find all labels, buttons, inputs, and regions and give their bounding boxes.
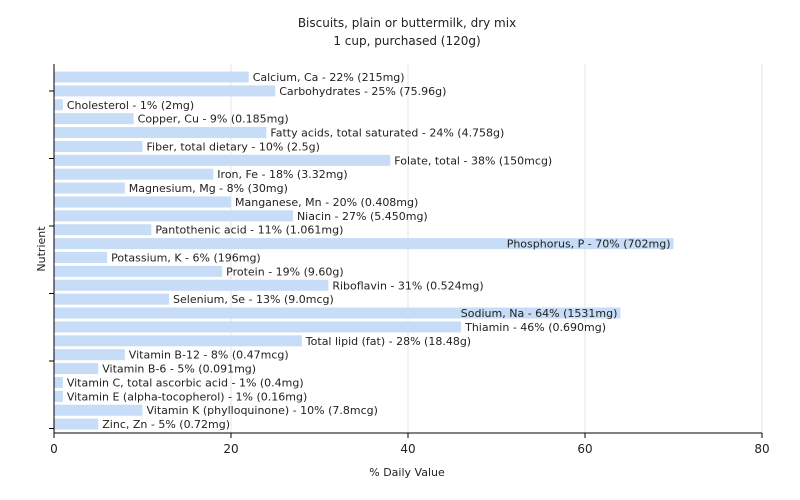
x-tick-label: 0 xyxy=(50,442,58,456)
bar xyxy=(54,376,63,388)
bar-label: Vitamin C, total ascorbic acid - 1% (0.4… xyxy=(67,376,304,389)
bar-label: Protein - 19% (9.60g) xyxy=(226,265,344,278)
bar xyxy=(54,238,674,250)
bar-label: Vitamin B-6 - 5% (0.091mg) xyxy=(102,363,256,376)
bar xyxy=(54,168,214,180)
bar xyxy=(54,335,302,347)
bar-label: Zinc, Zn - 5% (0.72mg) xyxy=(102,418,230,431)
bar-label: Riboflavin - 31% (0.524mg) xyxy=(332,279,483,292)
bar xyxy=(54,390,63,402)
bar-label: Magnesium, Mg - 8% (30mg) xyxy=(129,182,288,195)
bar xyxy=(54,265,223,277)
bar xyxy=(54,127,267,139)
bar-label: Calcium, Ca - 22% (215mg) xyxy=(253,71,405,84)
bar xyxy=(54,210,293,222)
x-tick-label: 40 xyxy=(400,442,415,456)
bar-label: Niacin - 27% (5.450mg) xyxy=(297,210,428,223)
chart-title: Biscuits, plain or buttermilk, dry mix xyxy=(298,16,516,30)
bar-label: Cholesterol - 1% (2mg) xyxy=(67,99,194,112)
bar-label: Fatty acids, total saturated - 24% (4.75… xyxy=(270,127,504,140)
bars: Calcium, Ca - 22% (215mg)Carbohydrates -… xyxy=(54,71,674,431)
chart-subtitle: 1 cup, purchased (120g) xyxy=(333,34,480,48)
x-axis-label: % Daily Value xyxy=(369,466,445,479)
bar xyxy=(54,307,621,319)
bar-label: Vitamin B-12 - 8% (0.47mcg) xyxy=(129,349,289,362)
axes: 0 20 40 60 80 xyxy=(49,64,770,456)
bar xyxy=(54,279,329,291)
bar xyxy=(54,224,152,236)
x-tick-label: 20 xyxy=(223,442,238,456)
y-axis-label: Nutrient xyxy=(35,226,48,272)
bar-label: Iron, Fe - 18% (3.32mg) xyxy=(217,168,347,181)
bar-label: Manganese, Mn - 20% (0.408mg) xyxy=(235,196,418,209)
bar xyxy=(54,182,125,194)
bar-label: Vitamin K (phylloquinone) - 10% (7.8mcg) xyxy=(147,404,378,417)
bar-label: Fiber, total dietary - 10% (2.5g) xyxy=(147,140,320,153)
bar xyxy=(54,71,249,83)
bar xyxy=(54,404,143,416)
bar-label: Folate, total - 38% (150mcg) xyxy=(394,154,552,167)
bar xyxy=(54,349,125,361)
bar-label: Sodium, Na - 64% (1531mg) xyxy=(461,307,618,320)
bar xyxy=(54,113,134,125)
bar xyxy=(54,85,276,97)
bar-label: Potassium, K - 6% (196mg) xyxy=(111,252,261,265)
bar xyxy=(54,99,63,111)
bar xyxy=(54,196,231,208)
bar-label: Total lipid (fat) - 28% (18.48g) xyxy=(305,335,471,348)
bar-label: Vitamin E (alpha-tocopherol) - 1% (0.16m… xyxy=(67,390,307,403)
bar-label: Thiamin - 46% (0.690mg) xyxy=(464,321,606,334)
bar xyxy=(54,252,108,263)
bar-label: Copper, Cu - 9% (0.185mg) xyxy=(138,113,289,126)
x-tick-label: 60 xyxy=(577,442,592,456)
bar-label: Carbohydrates - 25% (75.96g) xyxy=(279,85,446,98)
bar xyxy=(54,418,99,430)
bar xyxy=(54,321,462,333)
bar-label: Phosphorus, P - 70% (702mg) xyxy=(507,238,671,251)
bar xyxy=(54,154,391,166)
bar xyxy=(54,363,99,375)
bar-label: Selenium, Se - 13% (9.0mcg) xyxy=(173,293,334,306)
bar xyxy=(54,140,143,152)
bar xyxy=(54,293,170,305)
bar-label: Pantothenic acid - 11% (1.061mg) xyxy=(155,224,343,237)
x-tick-label: 80 xyxy=(754,442,769,456)
